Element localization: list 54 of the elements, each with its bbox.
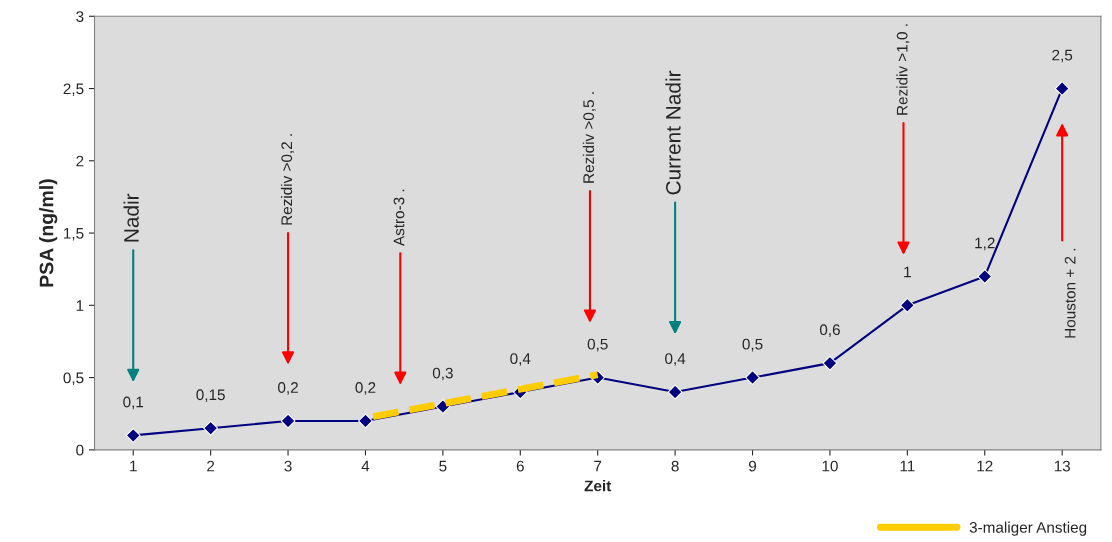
data-label: 0,4 — [665, 353, 686, 366]
annotation: Current Nadir — [665, 70, 681, 195]
y-axis-title: PSA (ng/ml) — [39, 179, 58, 287]
point — [745, 370, 760, 385]
x-tick-label: 1 — [130, 460, 137, 472]
x-tick-label: 6 — [516, 460, 524, 472]
point — [899, 297, 915, 313]
y-tick-label: 1,5 — [64, 228, 84, 241]
point — [822, 355, 838, 371]
annotation: Rezidiv >0,5 . — [582, 92, 596, 183]
point — [125, 428, 141, 443]
x-tick-label: 12 — [977, 460, 993, 472]
y-tick-label: 0 — [76, 444, 84, 456]
annotation: Houston + 2 . — [1064, 248, 1076, 338]
x-tick-label: 11 — [900, 460, 915, 472]
data-label: 0,15 — [196, 389, 225, 402]
data-label: 0,1 — [123, 396, 144, 410]
data-label: 1 — [904, 266, 911, 278]
x-tick-label: 8 — [671, 460, 679, 472]
data-label: 0,3 — [432, 367, 453, 381]
x-axis-title: Zeit — [584, 480, 612, 492]
y-tick-label: 2,5 — [63, 83, 84, 97]
x-tick-label: 13 — [1054, 460, 1070, 472]
point — [358, 413, 373, 429]
x-tick-label: 10 — [822, 460, 838, 472]
x-tick-label: 9 — [748, 460, 757, 472]
annotation: Rezidiv >1,0 . — [896, 24, 910, 115]
y-tick-label: 2 — [76, 155, 84, 167]
data-label: 0,6 — [819, 324, 840, 337]
y-tick-label: 1 — [76, 300, 84, 311]
point — [977, 269, 993, 284]
annotation: Nadir — [123, 193, 139, 242]
point — [203, 420, 219, 436]
point — [667, 384, 683, 400]
data-label: 0,2 — [355, 382, 376, 395]
data-label: 1,2 — [975, 237, 995, 251]
data-label: 0,4 — [510, 353, 531, 366]
x-tick-label: 7 — [594, 460, 602, 472]
point — [1054, 81, 1070, 96]
x-tick-label: 3 — [284, 460, 292, 472]
point — [435, 399, 451, 414]
legend-label: 3-maliger Anstieg — [969, 521, 1087, 536]
data-label: 0,2 — [278, 382, 298, 395]
point — [280, 413, 296, 429]
x-tick-label: 2 — [207, 460, 215, 472]
x-tick-label: 4 — [361, 460, 370, 472]
data-label: 0,5 — [742, 338, 763, 352]
annotation: Rezidiv >0,2 . — [280, 134, 294, 225]
annotation: Astro-3 . — [393, 189, 405, 247]
data-label: 2,5 — [1052, 49, 1073, 63]
data-label: 0,5 — [587, 338, 608, 352]
y-tick-label: 0,5 — [63, 372, 84, 386]
x-tick-label: 5 — [439, 460, 447, 472]
y-tick-label: 3 — [76, 11, 84, 22]
